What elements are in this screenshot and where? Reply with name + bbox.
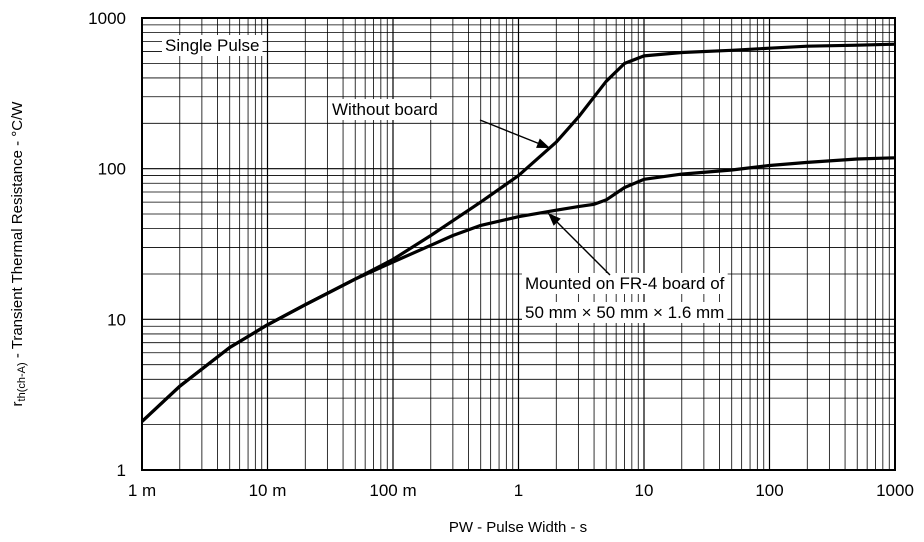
plot-frame	[141, 17, 896, 471]
annotation-mounted-line2-backdrop	[522, 302, 728, 323]
x-tick-label: 100 m	[369, 481, 416, 500]
annotation-without-board: Without board	[332, 100, 438, 119]
x-tick-label: 1	[514, 481, 523, 500]
annotation-without-board-backdrop	[329, 99, 441, 120]
x-tick-label: 10	[635, 481, 654, 500]
arrow-mounted-board	[547, 212, 611, 276]
x-tick-label: 100	[755, 481, 783, 500]
x-axis-label: PW - Pulse Width - s	[449, 519, 587, 536]
series-line-mounted-board	[140, 156, 896, 423]
chart-grid	[141, 18, 895, 471]
annotation-mounted-line1: Mounted on FR-4 board of	[525, 274, 725, 293]
y-tick-label: 1000	[88, 9, 126, 28]
annotation-single-pulse-backdrop	[162, 35, 263, 56]
y-axis-label-subscript: th(ch-A)	[16, 362, 28, 401]
chart-series	[140, 42, 896, 423]
x-tick-label: 1 m	[128, 481, 156, 500]
x-tick-label: 10 m	[249, 481, 287, 500]
arrow-mounted-board-head	[548, 213, 561, 226]
annotation-single-pulse: Single Pulse	[165, 36, 260, 55]
tick-labels: 1 m 10 m 100 m 1 10 100 1000 1 10 100 1000	[88, 9, 914, 500]
y-axis-label-main: r	[9, 401, 26, 406]
annotation-mounted-line2: 50 mm × 50 mm × 1.6 mm	[525, 303, 724, 322]
arrow-without-board-head	[536, 138, 550, 148]
y-tick-label: 100	[98, 160, 126, 179]
x-tick-label: 1000	[876, 481, 914, 500]
chart-annotations: Single Pulse Without board Mounted on FR-4…	[162, 35, 728, 323]
annotation-mounted-line1-backdrop	[522, 273, 728, 294]
y-axis-label: rth(ch-A) - Transient Thermal Resistance…	[9, 101, 28, 407]
y-tick-label: 10	[107, 310, 126, 329]
y-tick-label: 1	[117, 461, 126, 480]
y-axis-label-rest: - Transient Thermal Resistance - °C/W	[9, 101, 26, 363]
